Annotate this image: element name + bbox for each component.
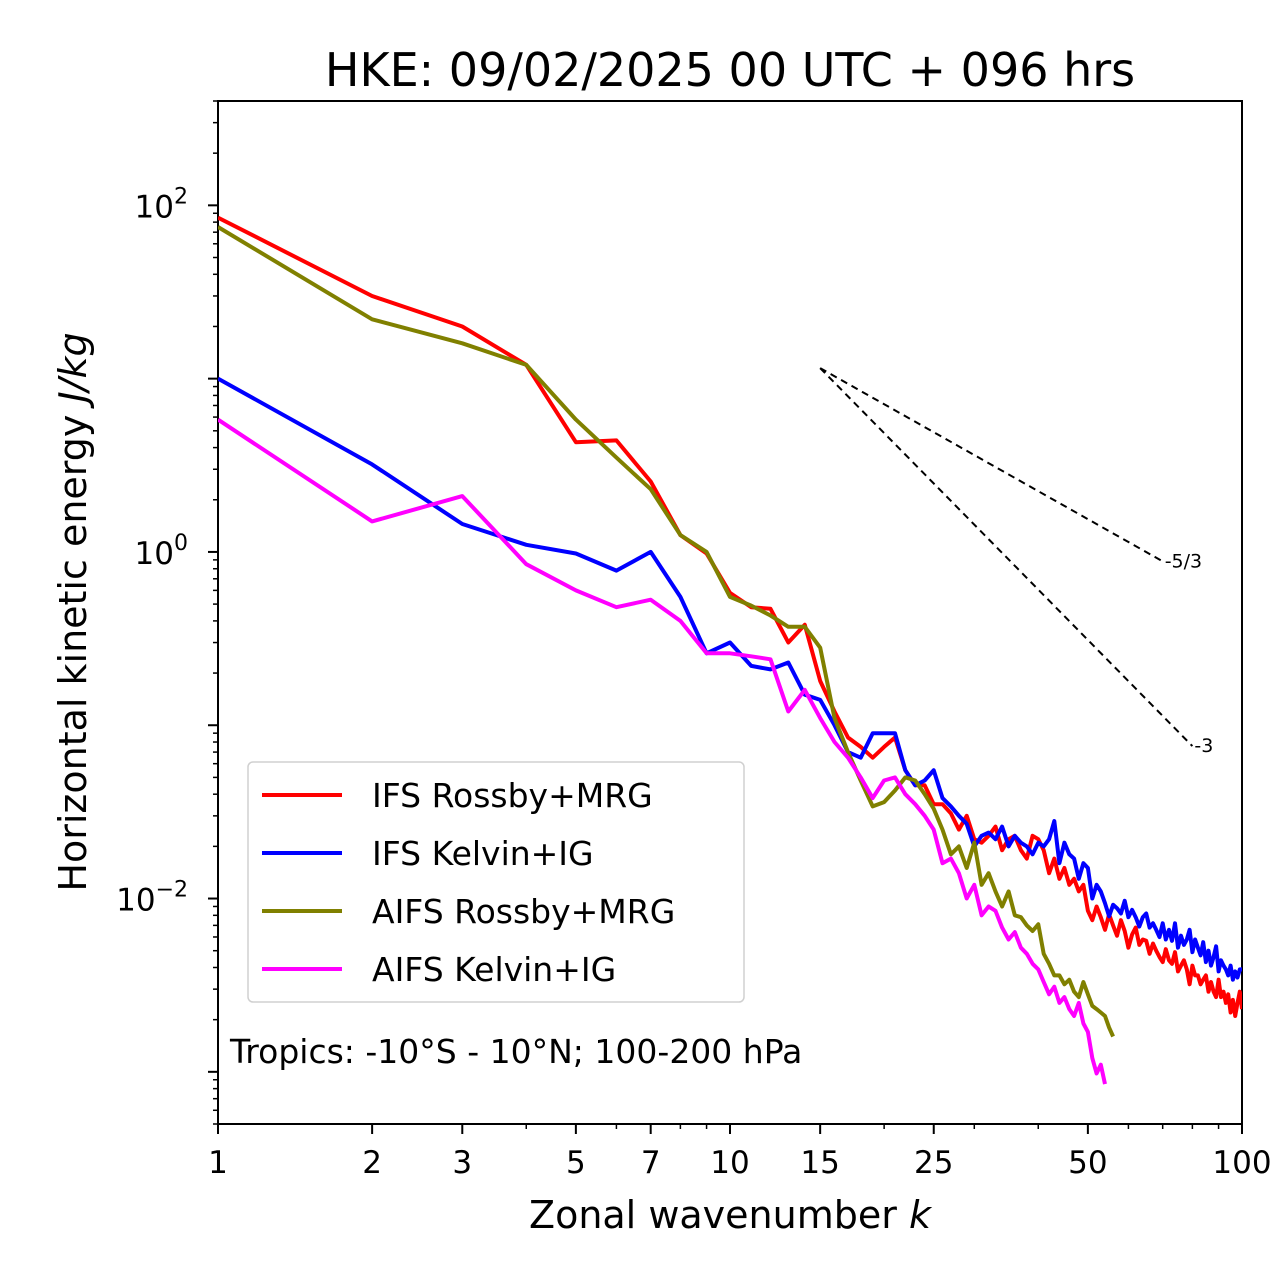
x-tick-label: 1 — [208, 1145, 228, 1181]
x-tick-label: 100 — [1212, 1145, 1271, 1181]
slope-label: -5/3 — [1165, 550, 1202, 572]
x-tick-label: 5 — [566, 1145, 586, 1181]
series-line — [218, 376, 1242, 982]
x-tick-label: 50 — [1068, 1145, 1107, 1181]
series-line — [218, 417, 1107, 1085]
legend-box — [247, 761, 745, 1003]
slope-label: -3 — [1194, 735, 1213, 757]
series-lines — [218, 215, 1242, 1085]
series-line — [218, 215, 1242, 1018]
legend-label: AIFS Kelvin+IG — [372, 950, 616, 989]
x-tick-label: 25 — [914, 1145, 953, 1181]
x-tick-label: 10 — [710, 1145, 749, 1181]
x-axis-label-var: k — [909, 1193, 933, 1237]
x-tick-label: 7 — [641, 1145, 661, 1181]
y-tick-label: 10−2 — [116, 878, 188, 919]
x-axis-label-text: Zonal wavenumber — [529, 1193, 897, 1237]
legend-label: IFS Kelvin+IG — [372, 834, 594, 873]
reference-slope-lines: -5/3 -3 — [819, 367, 1213, 757]
chart-title: HKE: 09/02/2025 00 UTC + 096 hrs — [325, 43, 1135, 97]
x-tick-labels: 1 2 3 5 7 10 15 25 50 100 — [208, 1145, 1271, 1181]
series-line — [218, 225, 1115, 1038]
reference-slope-line — [819, 367, 1194, 747]
region-annotation: Tropics: -10°S - 10°N; 100-200 hPa — [229, 1032, 802, 1071]
x-axis-label: Zonal wavenumber k — [529, 1193, 933, 1237]
y-axis-label: Horizontal kinetic energy J/kg — [51, 332, 95, 891]
legend: IFS Rossby+MRG IFS Kelvin+IG AIFS Rossby+M… — [247, 761, 745, 1003]
y-tick-label: 102 — [135, 184, 188, 225]
x-tick-label: 3 — [452, 1145, 472, 1181]
y-tick-labels: 102 100 10−2 — [116, 184, 188, 918]
y-axis-label-unit: J/kg — [51, 332, 95, 409]
x-tick-label: 2 — [362, 1145, 382, 1181]
y-tick-label: 100 — [135, 531, 188, 572]
legend-label: AIFS Rossby+MRG — [372, 892, 675, 931]
x-tick-label: 15 — [800, 1145, 839, 1181]
y-axis-label-text: Horizontal kinetic energy — [51, 415, 95, 892]
legend-label: IFS Rossby+MRG — [372, 776, 653, 815]
axis-ticks — [208, 100, 1243, 1134]
reference-slope-line — [819, 367, 1164, 563]
